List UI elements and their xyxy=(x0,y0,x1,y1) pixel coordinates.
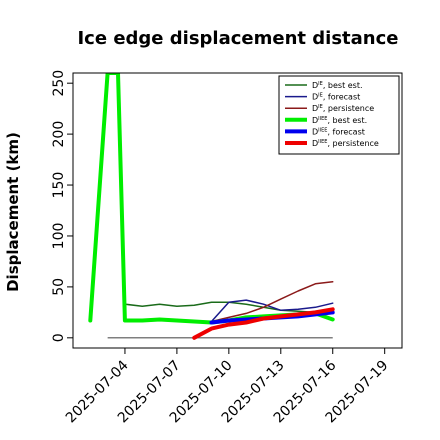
y-tick-label: 50 xyxy=(51,278,67,296)
legend-label-4: DIIEE, forecast xyxy=(312,127,365,136)
series-line-2 xyxy=(210,281,334,323)
series-line-1 xyxy=(210,299,334,323)
series-line-0 xyxy=(124,301,334,315)
series-layer xyxy=(88,73,335,340)
legend-label-5: DIIEE, persistence xyxy=(312,139,379,148)
y-tick-label: 200 xyxy=(51,121,67,148)
legend-label-1: DIE, forecast xyxy=(312,93,360,102)
series-line-5 xyxy=(192,307,335,340)
legend-label-2: DIE, persistence xyxy=(312,104,374,113)
chart-title: Ice edge displacement distance xyxy=(77,28,398,49)
y-tick-label: 100 xyxy=(51,223,67,250)
y-tick-label: 0 xyxy=(51,333,67,342)
plot-frame xyxy=(72,72,403,349)
y-axis-label: Displacement (km) xyxy=(4,132,22,292)
y-tick-label: 250 xyxy=(51,70,67,97)
y-tick-label: 150 xyxy=(51,172,67,199)
legend-label-0: DIE, best est. xyxy=(312,81,363,90)
legend-label-3: DIIEE, best est. xyxy=(312,116,367,125)
legend: DIE, best est. DIE, forecast DIE, persiste… xyxy=(278,75,400,155)
